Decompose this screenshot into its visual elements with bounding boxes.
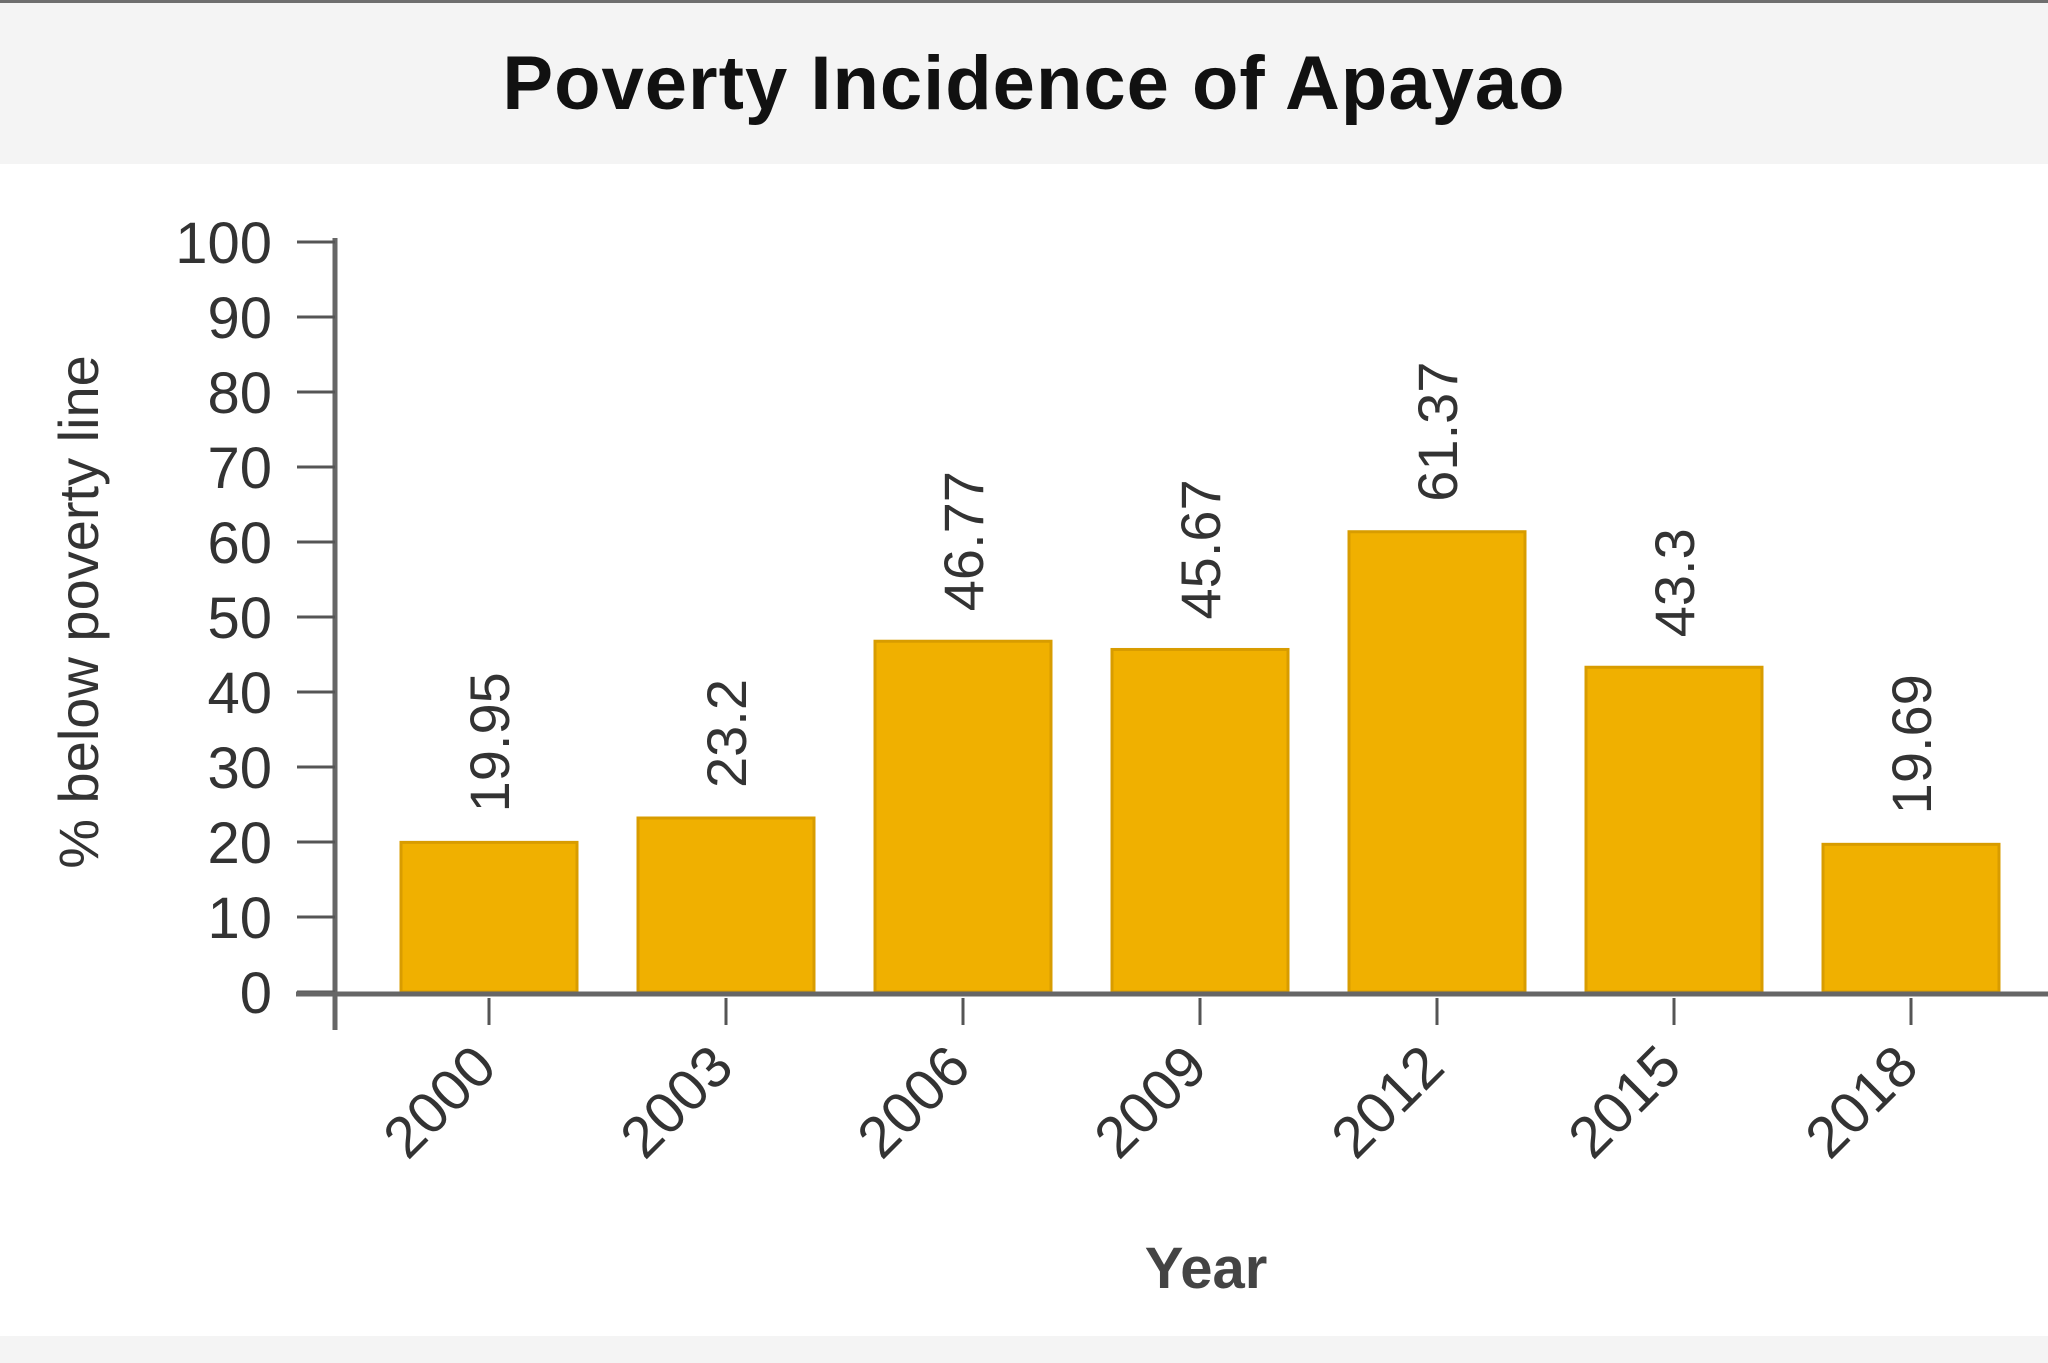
bar-value-label: 46.77 [932,471,995,611]
bar [636,816,816,994]
y-tick-label: 50 [207,586,272,651]
x-tick-label: 2003 [608,1033,745,1170]
top-border [0,0,2048,3]
y-tick-label: 100 [175,211,272,276]
x-tick-label: 2015 [1556,1033,1693,1170]
x-tick-label: 2018 [1793,1033,1930,1170]
y-tick-label: 10 [207,886,272,951]
x-tick-label: 2006 [845,1033,982,1170]
y-tick-label: 0 [240,961,272,1026]
bar-value-label: 61.37 [1406,362,1469,502]
y-tick-label: 90 [207,286,272,351]
x-axis-label: Year [1145,1236,1268,1301]
chart-title: Poverty Incidence of Apayao [502,41,1566,126]
x-tick-label: 2012 [1319,1033,1456,1170]
bars: 19.95 23.2 46.77 45.67 61.37 43.3 19.69 [399,362,2001,994]
bar [1584,665,1764,994]
bar-value-label: 45.67 [1169,479,1232,619]
y-tick-label: 20 [207,811,272,876]
bar-value-label: 19.95 [458,672,521,812]
y-axis-label: % below poverty line [47,355,110,869]
x-tick-label: 2009 [1082,1033,1219,1170]
y-tick-label: 30 [207,736,272,801]
bar [1821,842,2001,994]
bar [1347,530,1527,994]
bar-value-label: 19.69 [1880,674,1943,814]
y-tick-label: 80 [207,361,272,426]
y-tick-label: 70 [207,436,272,501]
bar-value-label: 23.2 [695,679,758,788]
bar [873,639,1053,994]
bar-value-label: 43.3 [1643,528,1706,637]
y-tick-label: 40 [207,661,272,726]
x-tick-label: 2000 [371,1033,508,1170]
title-bar: Poverty Incidence of Apayao [0,3,2048,164]
y-tick-label: 60 [207,511,272,576]
bottom-band [0,1336,2048,1363]
y-axis: 0 10 20 30 40 50 60 70 80 90 100 [175,211,338,1030]
bar [399,840,579,994]
bar [1110,647,1290,994]
x-axis: 2000 2003 2006 2009 2012 2015 2018 [296,991,2048,1170]
